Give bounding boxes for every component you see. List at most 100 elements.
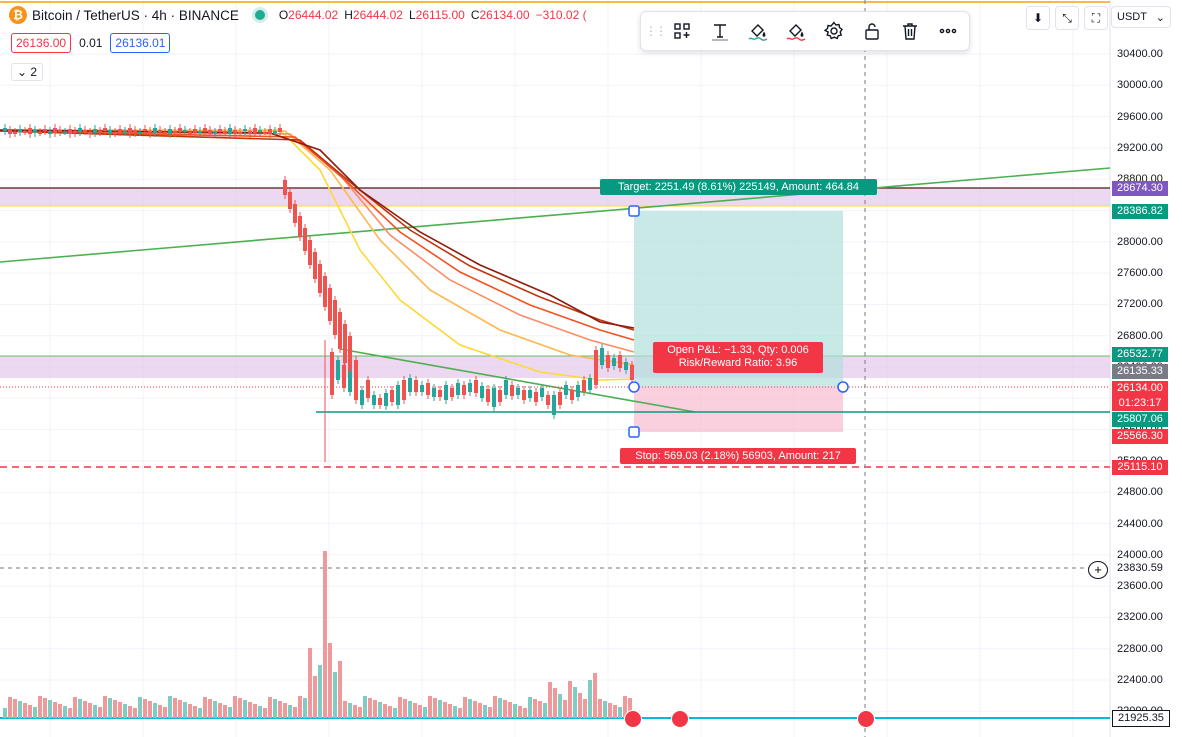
candle [293,204,297,223]
candle [263,132,267,134]
text-icon[interactable] [701,15,739,47]
pnl-label[interactable]: Open P&L: −1.33, Qty: 0.006 Risk/Reward … [653,342,823,373]
position-handle [837,381,849,393]
currency-select[interactable]: USDT ⌄ [1111,6,1171,28]
candle [390,390,394,402]
price-tag: 01:23:17 [1112,396,1168,411]
candle [462,385,466,395]
candle [183,130,187,132]
indicators-count: 2 [30,65,38,79]
us-flag-event-icon[interactable] [624,710,642,728]
settings-icon[interactable] [815,15,853,47]
candle [53,128,57,133]
sell-button[interactable]: 26136.00 [11,33,72,53]
volume-bar [523,708,527,718]
lock-icon[interactable] [853,15,891,47]
ohlc-change: −310.02 ( [535,8,587,22]
collapse-icon[interactable]: ⤡ [1055,6,1079,30]
candle [28,128,32,134]
volume-bar [473,701,477,718]
us-flag-event-icon[interactable] [857,710,875,728]
volume-bar [193,706,197,718]
price-tick-label: 28000.00 [1117,235,1163,248]
spread-value: 0.01 [79,36,103,50]
candle [168,129,172,134]
candle [323,276,327,307]
fullscreen-icon[interactable]: ⛶ [1084,6,1108,30]
candle [163,132,167,134]
volume-bar [343,701,347,718]
fill-color-icon[interactable] [739,15,777,47]
candle [612,358,616,366]
candle [516,388,520,395]
add-plus-icon[interactable]: + [1088,561,1108,579]
candle [43,129,47,131]
candle [243,129,247,131]
quick-trade: 26136.00 0.01 26136.01 [11,33,171,53]
volume-bar [598,699,602,718]
price-tick-label: 22800.00 [1117,642,1163,655]
delete-icon[interactable] [891,15,929,47]
candle [432,388,436,397]
volume-bar [593,673,597,718]
candle [148,131,152,134]
candle [564,385,568,395]
volume-bar [223,705,227,718]
volume-bar [613,705,617,718]
volume-bar [398,697,402,718]
trend-line-upper [0,167,1111,263]
add-alert-icon[interactable] [663,15,701,47]
price-tick-label: 30000.00 [1117,79,1163,92]
us-flag-event-icon[interactable] [671,710,689,728]
stop-label[interactable]: Stop: 569.03 (2.18%) 56903, Amount: 217 [620,448,856,464]
candle [108,130,112,134]
candle [213,132,217,134]
candle [128,128,132,134]
candle [268,129,272,134]
candle [348,372,352,392]
candle [78,128,82,132]
volume-bar [213,701,217,718]
trend-line-wedge [339,348,696,413]
volume-bar [83,701,87,718]
candle [528,390,532,398]
candle [58,130,62,132]
candle [343,324,347,363]
candle [143,129,147,131]
candle [63,132,67,134]
volume-bar [258,706,262,718]
volume-bar [113,700,117,718]
grip-icon[interactable]: ⋮⋮ [645,24,667,38]
candle [444,385,448,400]
candle [438,390,442,397]
volume-bar [443,702,447,718]
symbol-title[interactable]: Bitcoin / TetherUS · 4h · BINANCE [32,7,239,23]
candle [366,380,370,398]
volume-bar [283,703,287,718]
candle [123,131,127,133]
line-color-icon[interactable] [777,15,815,47]
arrow-down-icon[interactable]: ⬇ [1026,6,1050,30]
ohlc-close: C26134.00 [470,8,530,22]
candle [600,348,604,365]
candle [73,131,77,133]
more-icon[interactable] [929,15,967,47]
buy-button[interactable]: 26136.01 [110,33,171,53]
candle [198,131,202,133]
volume-bar [393,708,397,718]
volume-bar [628,698,632,718]
market-status-icon[interactable] [254,10,265,20]
candle [408,378,412,392]
target-label[interactable]: Target: 2251.49 (8.61%) 225149, Amount: … [600,179,877,195]
volume-bar [358,707,362,718]
candle [504,380,508,395]
candle [138,132,142,134]
candle [522,390,526,400]
indicators-toggle[interactable]: ⌄ 2 [11,63,44,81]
price-tick-label: 23200.00 [1117,611,1163,624]
volume-bar [63,706,67,718]
chevron-down-icon: ⌄ [17,65,28,79]
candle [402,380,406,400]
candle [594,350,598,385]
